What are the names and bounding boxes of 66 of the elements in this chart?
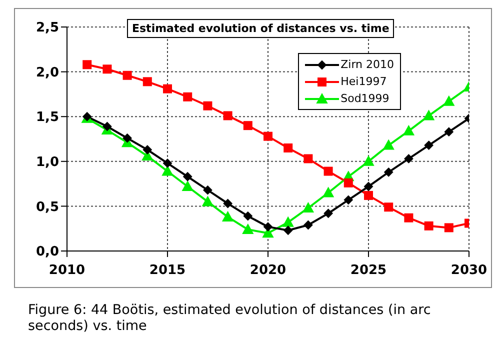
point (444, 223, 454, 232)
legend-label: Hei1997 (340, 75, 387, 88)
point (444, 127, 454, 136)
point (142, 145, 152, 154)
point (443, 96, 454, 106)
point (264, 132, 272, 141)
point (142, 77, 152, 86)
point (404, 154, 414, 164)
y-tick-label: 2,0 (36, 65, 59, 80)
point (384, 202, 394, 212)
x-tick-label: 2015 (149, 263, 186, 278)
chart-title: Estimated evolution of distances vs. time (127, 19, 394, 38)
point (243, 121, 252, 130)
x-tick-label: 2020 (250, 263, 286, 278)
point (423, 110, 434, 120)
point (223, 111, 232, 120)
point (183, 172, 192, 182)
point (102, 122, 112, 131)
y-tick-label: 2,5 (36, 20, 59, 36)
point (404, 213, 414, 222)
point (324, 166, 333, 176)
point (222, 211, 234, 222)
point (304, 154, 313, 164)
x-tick-label: 2025 (350, 263, 387, 278)
point (183, 92, 192, 102)
y-tick-label: 0,0 (36, 244, 59, 260)
point (344, 195, 353, 204)
point (324, 208, 333, 218)
x-tick-label: 2010 (48, 263, 86, 278)
point (163, 84, 172, 94)
point (363, 156, 374, 166)
point (203, 101, 212, 110)
x-tick-label: 2030 (450, 263, 488, 278)
point (242, 224, 254, 234)
point (122, 134, 132, 143)
point (182, 180, 194, 191)
point (284, 226, 293, 235)
point (364, 190, 373, 200)
y-tick-label: 1,0 (36, 155, 59, 170)
y-tick-label: 0,5 (36, 200, 59, 215)
point (424, 221, 434, 230)
point (304, 220, 313, 230)
caption: Figure 6: 44 Boötis, estimated evolution of distances (in arc seconds) vs. time (28, 302, 432, 334)
point (264, 222, 272, 232)
point (223, 199, 232, 208)
point (203, 186, 212, 195)
point (284, 143, 293, 152)
legend-label: Sod1999 (340, 92, 390, 105)
point (403, 125, 414, 136)
point (424, 140, 434, 150)
point (383, 140, 394, 150)
point (344, 178, 353, 188)
legend-label: Zirn 2010 (340, 58, 394, 71)
point (122, 70, 132, 80)
point (162, 166, 173, 176)
y-tick-label: 1,5 (36, 110, 59, 126)
point (384, 168, 394, 177)
point (163, 158, 172, 168)
point (302, 202, 314, 212)
point (102, 64, 112, 74)
point (82, 60, 92, 70)
point (202, 196, 214, 206)
point (243, 212, 252, 221)
point (364, 182, 373, 191)
point (322, 187, 334, 198)
point (282, 216, 294, 227)
